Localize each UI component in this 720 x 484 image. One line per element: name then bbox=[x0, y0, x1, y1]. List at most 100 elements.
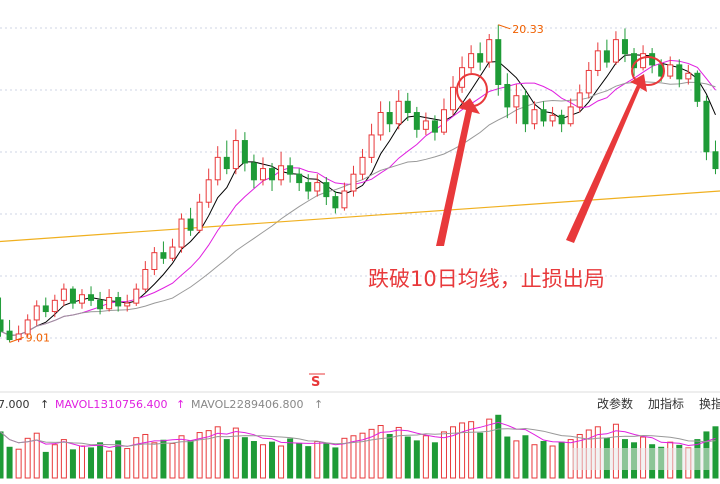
mavol1-line bbox=[0, 421, 716, 449]
candle bbox=[685, 64, 692, 85]
add-indicator-button[interactable]: 加指标 bbox=[648, 396, 684, 411]
arrow-left bbox=[436, 98, 480, 246]
volume-bar bbox=[196, 432, 203, 479]
candle-body bbox=[703, 100, 710, 153]
candle-body bbox=[269, 168, 276, 181]
volume-bar bbox=[15, 448, 22, 479]
candle-body bbox=[450, 86, 457, 111]
candle-body bbox=[676, 64, 683, 80]
volume-bar bbox=[269, 441, 276, 479]
candle-body bbox=[106, 297, 113, 310]
volume-bar bbox=[287, 438, 294, 479]
mavol2-line bbox=[0, 427, 716, 447]
candle-body bbox=[522, 95, 529, 125]
low-price-label: 9.01 bbox=[26, 331, 51, 344]
candle bbox=[133, 283, 140, 306]
candle bbox=[115, 291, 122, 312]
switch-indicator-button[interactable]: 换指 bbox=[699, 396, 720, 411]
candle-body bbox=[359, 156, 366, 175]
candle bbox=[531, 101, 538, 130]
watermark bbox=[572, 448, 712, 470]
candle bbox=[6, 319, 13, 343]
candle bbox=[612, 31, 619, 65]
candle-body bbox=[151, 252, 158, 270]
volume-bar bbox=[241, 437, 248, 479]
candle bbox=[667, 56, 674, 79]
candle bbox=[404, 92, 411, 121]
candle-body bbox=[169, 246, 176, 259]
volume-bar bbox=[459, 422, 466, 479]
candle bbox=[594, 42, 601, 77]
candle-body bbox=[567, 106, 574, 125]
candle-body bbox=[323, 182, 330, 198]
candle bbox=[694, 70, 701, 107]
volume-bar bbox=[332, 447, 339, 479]
volume-bar bbox=[314, 441, 321, 479]
candle-body bbox=[232, 140, 239, 170]
candle bbox=[549, 106, 556, 127]
mavol1-label: MAVOL1: bbox=[55, 398, 104, 411]
candle bbox=[504, 73, 511, 119]
candle-body bbox=[78, 294, 85, 304]
candle-body bbox=[69, 288, 76, 304]
up-arrow-icon: ↑ bbox=[314, 398, 323, 411]
ma20-line bbox=[0, 81, 716, 336]
candle-body bbox=[386, 112, 393, 125]
candle bbox=[422, 112, 429, 135]
break-circle-right bbox=[631, 56, 665, 86]
volume-bar bbox=[142, 433, 149, 479]
candle bbox=[69, 286, 76, 309]
candle bbox=[585, 62, 592, 99]
candle bbox=[24, 314, 31, 337]
candle bbox=[540, 101, 547, 127]
volume-bar bbox=[531, 444, 538, 479]
candle-body bbox=[395, 100, 402, 125]
candle bbox=[386, 101, 393, 133]
candle bbox=[106, 289, 113, 312]
candle bbox=[223, 140, 230, 175]
candle bbox=[278, 151, 285, 186]
ma10-line bbox=[0, 59, 716, 336]
candle bbox=[649, 48, 656, 74]
candle bbox=[486, 34, 493, 68]
candle-body bbox=[594, 50, 601, 71]
high-price-label: 20.33 bbox=[512, 23, 544, 36]
candle-body bbox=[440, 109, 447, 133]
candle-body bbox=[513, 95, 520, 108]
volume-bar bbox=[69, 449, 76, 479]
volume-left-value: 7.000 bbox=[0, 398, 30, 411]
volume-bar bbox=[404, 436, 411, 479]
candle-body bbox=[413, 112, 420, 130]
edit-params-button[interactable]: 改参数 bbox=[597, 396, 633, 411]
candle bbox=[712, 140, 719, 175]
candle bbox=[703, 95, 710, 161]
volume-bar bbox=[513, 440, 520, 479]
candle bbox=[368, 123, 375, 163]
up-arrow-icon: ↑ bbox=[40, 398, 49, 411]
candle-body bbox=[694, 72, 701, 102]
candle-body bbox=[431, 120, 438, 133]
volume-toolbar: 改参数 加指标 换指 bbox=[597, 396, 720, 411]
candle-body bbox=[549, 114, 556, 122]
candle bbox=[160, 241, 167, 264]
sell-signal-mark: S bbox=[311, 375, 320, 390]
candle bbox=[169, 238, 176, 262]
candle-body bbox=[97, 299, 104, 310]
candle-body bbox=[422, 120, 429, 130]
volume-bar bbox=[495, 414, 502, 479]
mavol2-value: 289406.800 bbox=[237, 398, 303, 411]
volume-bar bbox=[486, 418, 493, 479]
moving-averages bbox=[0, 54, 720, 336]
candle bbox=[205, 168, 212, 208]
mavol1-value: 310756.400 bbox=[101, 398, 167, 411]
volume-bar bbox=[214, 426, 221, 479]
candle bbox=[495, 24, 502, 96]
candle-body bbox=[640, 53, 647, 69]
volume-bar bbox=[504, 436, 511, 479]
candle bbox=[477, 42, 484, 71]
candle bbox=[296, 168, 303, 192]
volume-bar bbox=[350, 435, 357, 479]
candle-body bbox=[667, 64, 674, 77]
candle bbox=[513, 84, 520, 124]
candle-body bbox=[685, 72, 692, 80]
